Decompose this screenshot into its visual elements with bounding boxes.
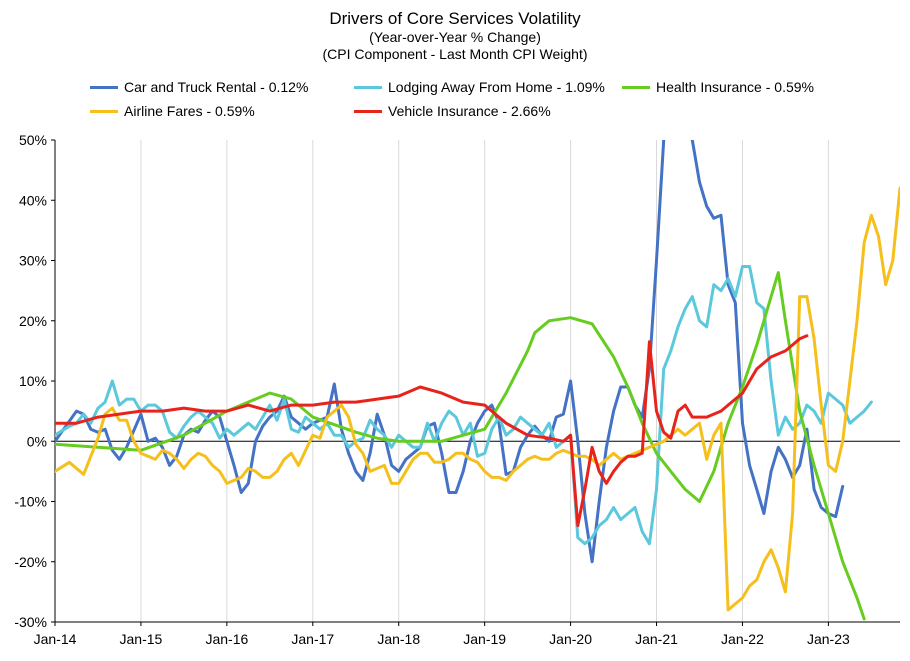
legend-swatch: [354, 109, 382, 113]
x-tick-label: Jan-14: [34, 631, 77, 647]
y-tick-label: 30%: [19, 253, 47, 269]
gridlines: [140, 140, 829, 622]
y-tick-label: -30%: [14, 614, 47, 630]
series-line-2: [55, 271, 866, 621]
legend-item-lodging: Lodging Away From Home - 1.09%: [354, 79, 605, 95]
y-tick-label: -10%: [14, 494, 47, 510]
chart-title-block: Drivers of Core Services Volatility (Yea…: [0, 8, 910, 63]
legend-item-car-truck-rental: Car and Truck Rental - 0.12%: [90, 79, 308, 95]
legend-swatch: [90, 109, 118, 113]
legend-item-vehicle-insurance: Vehicle Insurance - 2.66%: [354, 103, 551, 119]
axes: [51, 139, 900, 626]
y-tick-label: -20%: [14, 554, 47, 570]
y-tick-label: 10%: [19, 373, 47, 389]
legend-swatch: [90, 85, 118, 89]
x-tick-label: Jan-22: [721, 631, 764, 647]
series-line-1: [55, 265, 873, 546]
y-tick-label: 20%: [19, 313, 47, 329]
x-tick-label: Jan-15: [120, 631, 163, 647]
chart-title: Drivers of Core Services Volatility: [329, 9, 581, 28]
series-line-4: [55, 334, 809, 528]
x-tick-label: Jan-21: [635, 631, 678, 647]
legend-item-airline-fares: Airline Fares - 0.59%: [90, 103, 255, 119]
series-lines: [55, 140, 900, 621]
legend-label: Health Insurance - 0.59%: [656, 79, 814, 95]
legend-label: Car and Truck Rental - 0.12%: [124, 79, 309, 95]
x-tick-label: Jan-16: [205, 631, 248, 647]
x-tick-label: Jan-20: [549, 631, 592, 647]
legend-swatch: [622, 85, 650, 89]
x-tick-label: Jan-23: [807, 631, 850, 647]
legend-label: Vehicle Insurance - 2.66%: [388, 103, 551, 119]
legend-item-health-insurance: Health Insurance - 0.59%: [622, 79, 814, 95]
x-tick-label: Jan-17: [291, 631, 334, 647]
y-tick-label: 50%: [19, 132, 47, 148]
y-tick-label: 0%: [27, 433, 47, 449]
chart-subtitle-line-2: (CPI Component - Last Month CPI Weight): [322, 46, 588, 62]
legend-label: Airline Fares - 0.59%: [124, 103, 255, 119]
series-line-3: [55, 186, 900, 612]
x-tick-label: Jan-18: [377, 631, 420, 647]
legend-swatch: [354, 85, 382, 89]
x-tick-label: Jan-19: [463, 631, 506, 647]
y-tick-label: 40%: [19, 192, 47, 208]
chart-subtitle-line-1: (Year-over-Year % Change): [369, 29, 541, 45]
tick-labels: Jan-14 Jan-15 Jan-16 Jan-17 Jan-18 Jan-19 Jan-…: [14, 132, 850, 647]
legend-label: Lodging Away From Home - 1.09%: [388, 79, 605, 95]
